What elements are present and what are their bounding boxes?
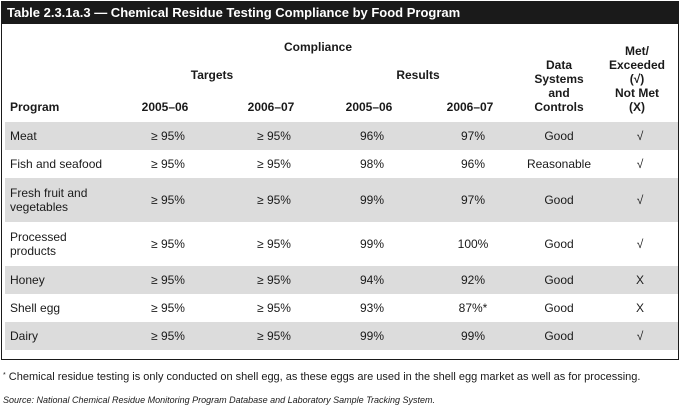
target-2005-cell: ≥ 95% bbox=[151, 237, 185, 251]
result-2006-cell: 87%* bbox=[458, 301, 488, 315]
program-cell: Honey bbox=[10, 273, 45, 287]
header-results-2006: 2006–07 bbox=[446, 100, 494, 114]
met-status-cell: X bbox=[635, 273, 644, 287]
data-systems-cell: Good bbox=[544, 129, 574, 143]
met-status-cell: √ bbox=[636, 329, 644, 343]
table-row: Shell egg ≥ 95% ≥ 95% 93% 87%* Good X bbox=[5, 294, 678, 322]
program-cell: Processed products bbox=[10, 230, 67, 258]
header-met-status: Met/ Exceeded (√) Not Met (X) bbox=[608, 44, 666, 114]
target-2006-cell: ≥ 95% bbox=[257, 273, 291, 287]
table-row: Honey ≥ 95% ≥ 95% 94% 92% Good X bbox=[5, 266, 678, 294]
result-2005-cell: 94% bbox=[359, 273, 385, 287]
data-systems-cell: Reasonable bbox=[526, 157, 592, 171]
data-systems-cell: Good bbox=[544, 301, 574, 315]
program-cell: Meat bbox=[10, 129, 37, 143]
target-2005-cell: ≥ 95% bbox=[151, 329, 185, 343]
program-cell: Dairy bbox=[10, 329, 39, 343]
result-2006-cell: 97% bbox=[460, 193, 486, 207]
target-2006-cell: ≥ 95% bbox=[257, 193, 291, 207]
table-row: Meat ≥ 95% ≥ 95% 96% 97% Good √ bbox=[5, 122, 678, 150]
target-2006-cell: ≥ 95% bbox=[257, 329, 291, 343]
header-program: Program bbox=[10, 100, 60, 114]
result-2005-cell: 99% bbox=[359, 237, 385, 251]
result-2006-cell: 99% bbox=[460, 329, 486, 343]
result-2006-cell: 92% bbox=[460, 273, 486, 287]
table-row: Fresh fruit and vegetables ≥ 95% ≥ 95% 99% 97… bbox=[5, 178, 678, 222]
data-systems-cell: Good bbox=[544, 273, 574, 287]
target-2006-cell: ≥ 95% bbox=[257, 301, 291, 315]
header-results: Results bbox=[396, 68, 440, 82]
header-data-systems: Data Systems and Controls bbox=[534, 58, 584, 114]
target-2005-cell: ≥ 95% bbox=[151, 157, 185, 171]
result-2006-cell: 97% bbox=[460, 129, 486, 143]
target-2005-cell: ≥ 95% bbox=[151, 129, 185, 143]
result-2005-cell: 93% bbox=[359, 301, 385, 315]
header-results-2005: 2005–06 bbox=[345, 100, 393, 114]
table-row: Fish and seafood ≥ 95% ≥ 95% 98% 96% Reasonab… bbox=[5, 150, 678, 178]
table-title: Table 2.3.1a.3 — Chemical Residue Testin… bbox=[1, 1, 679, 24]
met-status-cell: X bbox=[635, 301, 644, 315]
program-cell: Fish and seafood bbox=[10, 157, 103, 171]
result-2006-cell: 100% bbox=[457, 237, 489, 251]
source-note: Source: National Chemical Residue Monito… bbox=[3, 395, 436, 405]
table-row: Processed products ≥ 95% ≥ 95% 99% 100% Good √ bbox=[5, 222, 678, 266]
data-systems-cell: Good bbox=[544, 237, 574, 251]
target-2006-cell: ≥ 95% bbox=[257, 129, 291, 143]
result-2005-cell: 98% bbox=[359, 157, 385, 171]
result-2005-cell: 99% bbox=[359, 193, 385, 207]
target-2006-cell: ≥ 95% bbox=[257, 157, 291, 171]
table-row: Dairy ≥ 95% ≥ 95% 99% 99% Good √ bbox=[5, 322, 678, 350]
header-targets-2005: 2005–06 bbox=[141, 100, 189, 114]
target-2005-cell: ≥ 95% bbox=[151, 301, 185, 315]
table-frame: Compliance Targets Results Program 2005–… bbox=[1, 24, 679, 360]
data-systems-cell: Good bbox=[544, 193, 574, 207]
met-status-cell: √ bbox=[636, 129, 644, 143]
result-2005-cell: 99% bbox=[359, 329, 385, 343]
footnote: * Chemical residue testing is only condu… bbox=[3, 371, 641, 383]
header-targets: Targets bbox=[190, 68, 234, 82]
program-cell: Shell egg bbox=[10, 301, 61, 315]
target-2006-cell: ≥ 95% bbox=[257, 237, 291, 251]
program-cell: Fresh fruit and vegetables bbox=[10, 186, 88, 214]
footnote-marker: * bbox=[3, 372, 6, 379]
header-targets-2006: 2006–07 bbox=[247, 100, 295, 114]
header-compliance: Compliance bbox=[283, 40, 352, 54]
met-status-cell: √ bbox=[636, 193, 644, 207]
met-status-cell: √ bbox=[636, 157, 644, 171]
met-status-cell: √ bbox=[636, 237, 644, 251]
result-2005-cell: 96% bbox=[359, 129, 385, 143]
data-systems-cell: Good bbox=[544, 329, 574, 343]
target-2005-cell: ≥ 95% bbox=[151, 193, 185, 207]
target-2005-cell: ≥ 95% bbox=[151, 273, 185, 287]
result-2006-cell: 96% bbox=[460, 157, 486, 171]
